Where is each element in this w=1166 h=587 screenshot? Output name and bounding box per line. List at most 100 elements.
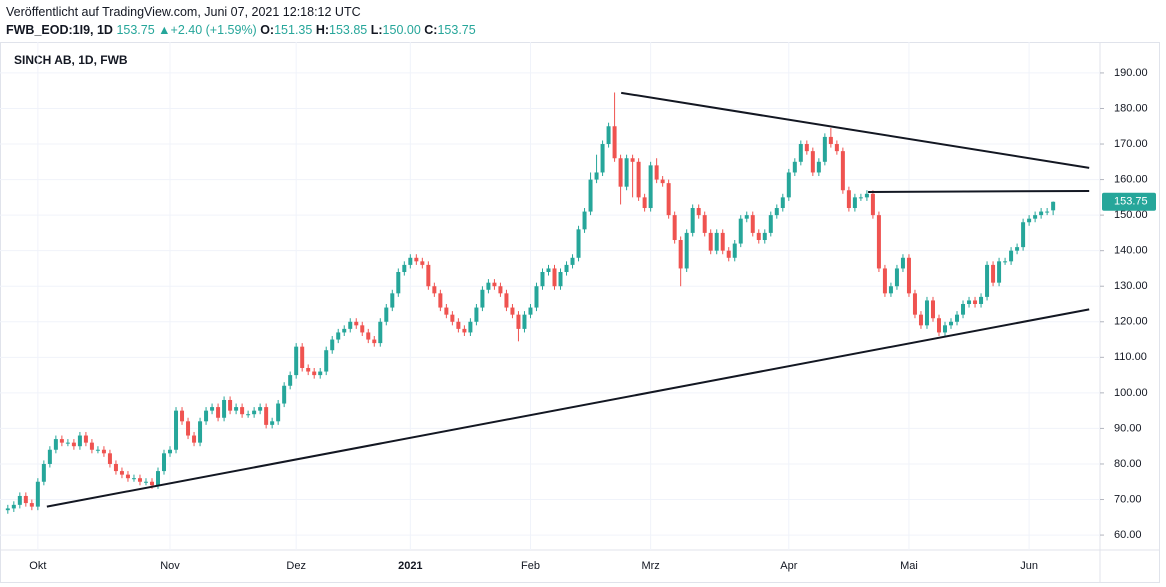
body: [270, 421, 275, 425]
candle: [949, 318, 954, 329]
body: [876, 215, 881, 269]
candle: [985, 261, 990, 301]
body: [312, 371, 317, 376]
candle: [402, 261, 407, 276]
x-tick-label: Dez: [286, 560, 306, 572]
body: [408, 257, 413, 265]
candle: [534, 282, 539, 312]
candle: [528, 303, 533, 319]
body: [444, 307, 449, 315]
body: [348, 321, 353, 329]
candle: [961, 300, 966, 319]
body: [684, 232, 689, 269]
candle: [864, 190, 869, 201]
candle: [468, 318, 473, 336]
body: [780, 197, 785, 209]
body: [83, 435, 88, 443]
body: [480, 289, 485, 308]
body: [468, 321, 473, 333]
body: [47, 449, 52, 464]
candle: [1015, 243, 1020, 255]
body: [336, 332, 341, 340]
candle: [5, 504, 10, 514]
candle: [594, 154, 599, 184]
body: [17, 495, 22, 505]
candle: [408, 254, 413, 269]
h-label: H:: [315, 23, 330, 37]
candle: [678, 236, 683, 287]
body: [768, 215, 773, 233]
candle: [636, 158, 641, 201]
y-tick-label: 70.00: [1114, 493, 1142, 505]
candle: [438, 289, 443, 312]
body: [378, 321, 383, 344]
frame: [0, 42, 1160, 583]
trendline: [46, 308, 1090, 508]
y-tick-label: 80.00: [1114, 458, 1142, 470]
body: [979, 296, 984, 304]
candle: [246, 410, 251, 418]
quote-line: FWB_EOD:1I9, 1D 153.75 ▲+2.40 (+1.59%) O…: [6, 21, 476, 39]
candle: [738, 215, 743, 248]
body: [834, 144, 839, 152]
body: [600, 144, 605, 173]
candle: [65, 439, 70, 447]
body: [576, 229, 581, 258]
candle: [137, 474, 142, 486]
body: [540, 272, 545, 287]
body: [426, 264, 431, 287]
chart-title: SINCH AB, 1D, FWB: [14, 53, 128, 67]
candle: [955, 311, 960, 326]
candle: [648, 161, 653, 212]
body: [738, 218, 743, 244]
body: [792, 161, 797, 173]
body: [41, 463, 46, 482]
candle: [570, 254, 575, 269]
y-tick-label: 130.00: [1114, 280, 1148, 292]
body: [23, 495, 28, 504]
candle: [270, 417, 275, 429]
candle: [288, 371, 293, 390]
candle: [702, 211, 707, 237]
body: [137, 478, 142, 482]
candle: [300, 343, 305, 372]
body: [522, 314, 527, 329]
y-tick-label: 150.00: [1114, 209, 1148, 221]
body: [210, 407, 215, 411]
body: [955, 314, 960, 322]
candle: [606, 122, 611, 148]
candle: [11, 501, 16, 512]
candle: [852, 193, 857, 212]
y-tick-label: 180.00: [1114, 102, 1148, 114]
l-label: L:: [370, 23, 383, 37]
candle: [810, 147, 815, 177]
body: [973, 300, 978, 304]
candle: [119, 467, 124, 479]
candle: [576, 225, 581, 262]
candle: [180, 407, 185, 425]
body: [654, 165, 659, 180]
body: [438, 293, 443, 308]
body: [744, 215, 749, 219]
candle: [1033, 211, 1038, 223]
body: [1033, 215, 1038, 219]
candle: [143, 478, 148, 486]
candle: [828, 128, 833, 148]
body: [306, 367, 311, 372]
body: [949, 321, 954, 326]
trendline: [621, 91, 1090, 169]
candle: [684, 229, 689, 273]
x-tick-label: Okt: [29, 560, 46, 572]
candle: [450, 311, 455, 326]
body: [294, 346, 299, 376]
candle: [17, 492, 22, 509]
candle: [384, 303, 389, 326]
candle: [732, 240, 737, 262]
o-label: O:: [260, 23, 275, 37]
body: [372, 339, 377, 344]
candle: [840, 147, 845, 194]
body: [53, 439, 58, 450]
candle: [666, 179, 671, 219]
body: [186, 421, 191, 436]
body: [35, 481, 40, 507]
